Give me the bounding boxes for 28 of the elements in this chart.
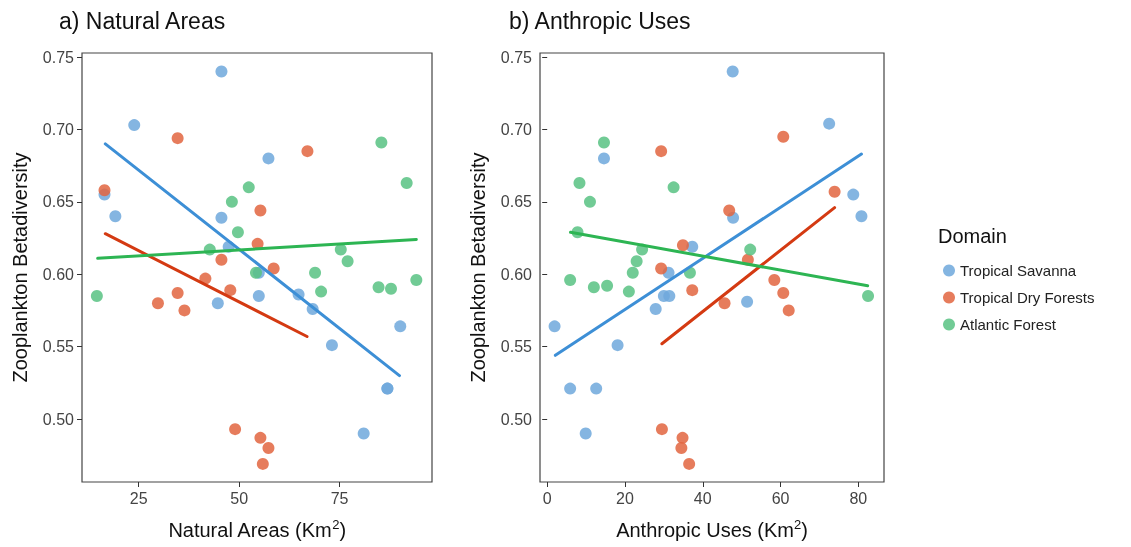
x-tick-label: 25 (129, 489, 148, 507)
x-tick-label: 40 (693, 489, 712, 507)
y-tick-label: 0.55 (42, 338, 75, 356)
legend-label: Atlantic Forest (960, 316, 1057, 333)
y-tick-label: 0.75 (500, 48, 533, 66)
y-tick-label: 0.55 (500, 338, 533, 356)
y-tick-label: 0.75 (42, 48, 75, 66)
y-tick-label: 0.65 (42, 193, 75, 211)
y-tick-label: 0.60 (500, 265, 533, 283)
y-tick-label: 0.70 (500, 120, 533, 138)
legend-label: Tropical Savanna (960, 262, 1077, 279)
y-axis-title: Zooplankton Betadiversity (9, 152, 31, 383)
legend-label: Tropical Dry Forests (960, 289, 1095, 306)
y-tick-label: 0.50 (500, 410, 533, 428)
chart-title: a) Natural Areas (59, 7, 226, 34)
x-tick-label: 75 (330, 489, 349, 507)
y-tick-label: 0.65 (500, 193, 533, 211)
x-tick-label: 80 (849, 489, 868, 507)
y-tick-label: 0.70 (42, 120, 75, 138)
x-tick-label: 60 (771, 489, 790, 507)
x-tick-label: 0 (542, 489, 552, 507)
y-axis-title: Zooplankton Betadiversity (467, 152, 489, 383)
y-tick-label: 0.60 (42, 265, 75, 283)
x-tick-label: 50 (230, 489, 249, 507)
y-tick-label: 0.50 (42, 410, 75, 428)
x-tick-label: 20 (616, 489, 634, 507)
legend-title: Domain (938, 225, 1007, 247)
chart-title: b) Anthropic Uses (509, 7, 691, 34)
